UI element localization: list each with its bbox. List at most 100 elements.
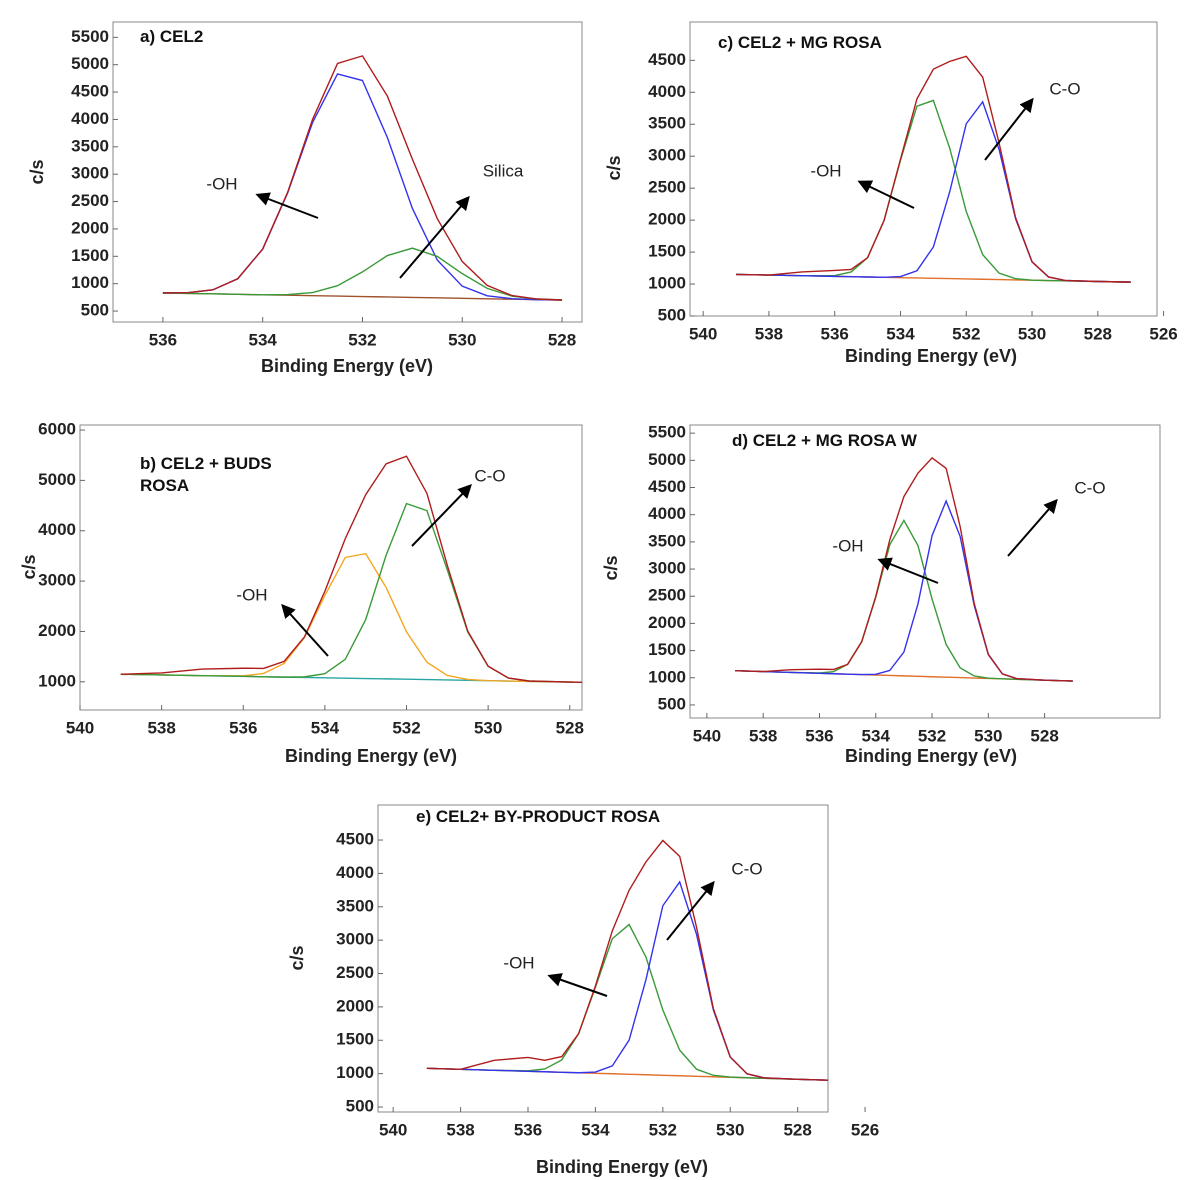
annotation: -OH <box>503 953 534 972</box>
x-tick-label: 536 <box>805 726 833 745</box>
x-tick-label: 528 <box>548 330 576 349</box>
x-tick-label: 530 <box>974 726 1002 745</box>
x-tick-label: 536 <box>514 1120 542 1139</box>
annotation: C-O <box>1074 478 1105 497</box>
annotation-arrow <box>1007 498 1058 557</box>
annotation-arrow <box>857 180 915 209</box>
panel-title: e) CEL2+ BY-PRODUCT ROSA <box>416 807 661 826</box>
x-tick-label: 530 <box>716 1120 744 1139</box>
spectrum-line <box>426 880 828 1081</box>
y-tick-label: 4500 <box>648 50 686 69</box>
x-axis-label: Binding Energy (eV) <box>536 1157 708 1177</box>
spectrum-line <box>120 552 582 684</box>
x-tick-label: 540 <box>66 718 94 737</box>
y-tick-label: 3000 <box>38 571 76 590</box>
y-axis-label: c/s <box>287 945 307 970</box>
annotation: -OH <box>206 174 237 193</box>
y-tick-label: 500 <box>658 694 686 713</box>
x-tick-label: 532 <box>918 726 946 745</box>
annotation: -OH <box>236 585 267 604</box>
y-tick-label: 4500 <box>648 477 686 496</box>
y-tick-label: 3000 <box>648 146 686 165</box>
plot-frame <box>689 424 1161 719</box>
y-tick-label: 4500 <box>336 830 374 849</box>
x-tick-label: 532 <box>348 330 376 349</box>
y-tick-label: 4000 <box>71 109 109 128</box>
title-box: d) CEL2 + MG ROSA W <box>732 431 917 450</box>
x-tick-label: 540 <box>379 1120 407 1139</box>
spectrum-line <box>120 455 582 684</box>
y-tick-label: 1000 <box>38 671 76 690</box>
annotation: C-O <box>731 859 762 878</box>
x-tick-label: 538 <box>147 718 175 737</box>
x-tick-label: 528 <box>1030 726 1058 745</box>
y-tick-label: 2000 <box>71 218 109 237</box>
y-tick-label: 2500 <box>648 178 686 197</box>
annotation-arrow <box>666 880 715 941</box>
y-tick-label: 1000 <box>648 274 686 293</box>
y-axis-label: c/s <box>27 159 47 184</box>
x-tick-label: 538 <box>755 324 783 343</box>
annotation: C-O <box>1049 79 1080 98</box>
x-tick-label: 526 <box>851 1120 879 1139</box>
y-tick-label: 6000 <box>38 420 76 439</box>
spectrum-line <box>162 247 563 301</box>
x-tick-label: 532 <box>952 324 980 343</box>
x-axis-label: Binding Energy (eV) <box>845 746 1017 766</box>
annotation-arrow <box>877 557 939 584</box>
y-tick-label: 5000 <box>71 54 109 73</box>
annotation-arrow <box>255 192 319 219</box>
annotation-arrow <box>984 97 1034 161</box>
y-tick-label: 4000 <box>38 520 76 539</box>
y-tick-label: 2500 <box>336 963 374 982</box>
y-tick-label: 3500 <box>71 136 109 155</box>
x-tick-label: 530 <box>448 330 476 349</box>
plot-frame <box>377 804 829 1113</box>
y-tick-label: 500 <box>658 305 686 324</box>
x-tick-label: 532 <box>392 718 420 737</box>
plot-area <box>426 839 828 1081</box>
y-tick-label: 2000 <box>38 621 76 640</box>
y-tick-label: 1000 <box>648 667 686 686</box>
x-tick-label: 536 <box>229 718 257 737</box>
x-tick-label: 530 <box>1018 324 1046 343</box>
plot-frame <box>79 424 583 711</box>
spectrum-line <box>426 839 828 1081</box>
title-box: e) CEL2+ BY-PRODUCT ROSA <box>416 807 661 826</box>
spectrum-line <box>162 55 563 301</box>
x-tick-label: 540 <box>689 324 717 343</box>
y-tick-label: 3500 <box>648 114 686 133</box>
spectrum-line <box>735 518 1073 682</box>
annotation: -OH <box>832 536 863 555</box>
y-tick-label: 4000 <box>336 863 374 882</box>
y-tick-label: 1000 <box>71 273 109 292</box>
annotation: Silica <box>483 161 524 180</box>
y-tick-label: 1000 <box>336 1063 374 1082</box>
x-tick-label: 532 <box>649 1120 677 1139</box>
y-axis-label: c/s <box>19 554 39 579</box>
y-tick-label: 1500 <box>648 242 686 261</box>
spectrum-line <box>735 457 1073 682</box>
plot-area <box>162 55 563 301</box>
y-tick-label: 2000 <box>648 210 686 229</box>
panel-title: c) CEL2 + MG ROSA <box>718 33 882 52</box>
y-tick-label: 3000 <box>71 164 109 183</box>
y-tick-label: 5000 <box>648 450 686 469</box>
plot-area <box>120 455 582 684</box>
x-tick-label: 530 <box>474 718 502 737</box>
plot-frame <box>689 21 1158 317</box>
y-tick-label: 500 <box>346 1096 374 1115</box>
y-tick-label: 500 <box>81 301 109 320</box>
x-tick-label: 540 <box>693 726 721 745</box>
panel-title: b) CEL2 + BUDS ROSA <box>140 454 272 495</box>
x-tick-label: 526 <box>1149 324 1177 343</box>
title-box: c) CEL2 + MG ROSA <box>718 33 882 52</box>
spectrum-line <box>736 100 1131 283</box>
x-tick-label: 528 <box>783 1120 811 1139</box>
annotation-arrow <box>281 603 329 657</box>
y-axis-label: c/s <box>601 555 621 580</box>
x-tick-label: 538 <box>446 1120 474 1139</box>
panel-title: a) CEL2 <box>140 27 204 46</box>
